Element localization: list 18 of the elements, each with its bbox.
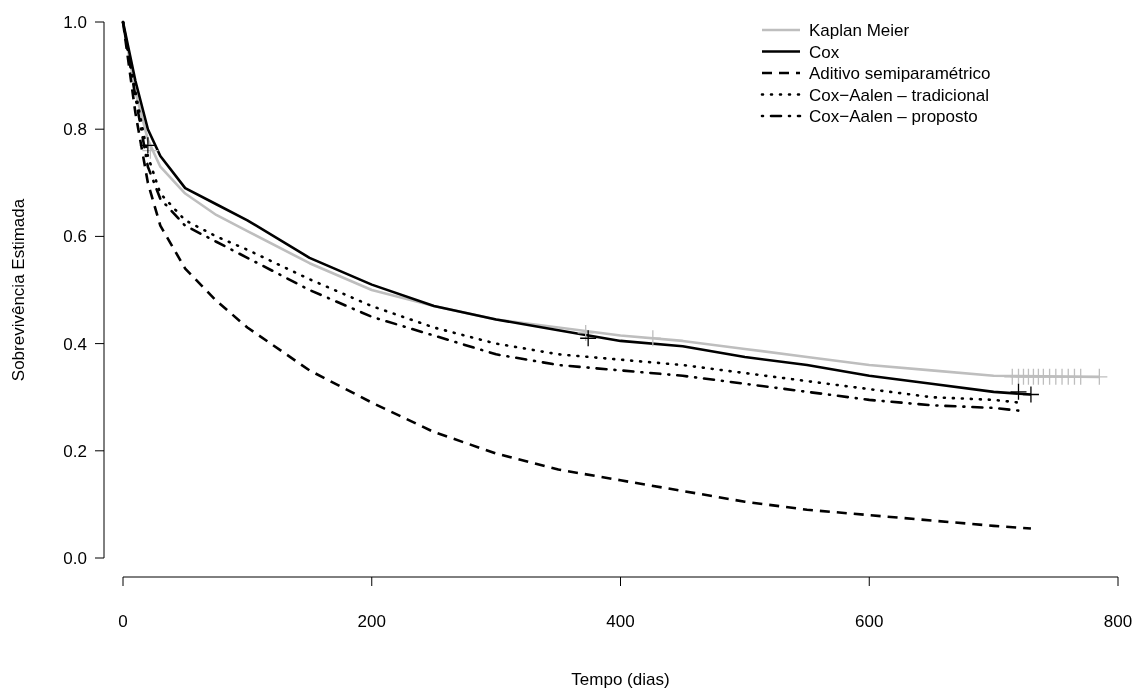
x-tick-label: 400 (606, 612, 635, 631)
legend-label: Cox (809, 42, 840, 62)
x-tick-label: 200 (357, 612, 386, 631)
y-tick-label: 0.6 (63, 227, 87, 247)
y-tick-label: 0.2 (63, 441, 87, 461)
legend-label: Aditivo semiparamétrico (809, 64, 991, 83)
x-axis-title: Tempo (dias) (571, 670, 670, 689)
y-tick-label: 1.0 (63, 13, 87, 32)
x-tick-label: 800 (1103, 612, 1133, 631)
legend-label: Kaplan Meier (809, 21, 910, 40)
legend-label: Cox−Aalen – tradicional (809, 85, 990, 105)
y-tick-label: 0.0 (63, 549, 87, 568)
y-axis-title: Sobrevivência Estimada (9, 198, 28, 382)
x-tick-label: 600 (855, 612, 884, 631)
x-tick-label: 0 (118, 612, 128, 631)
y-tick-label: 0.4 (63, 334, 87, 354)
legend-label: Cox−Aalen – proposto (809, 107, 978, 126)
y-tick-label: 0.8 (63, 120, 87, 140)
